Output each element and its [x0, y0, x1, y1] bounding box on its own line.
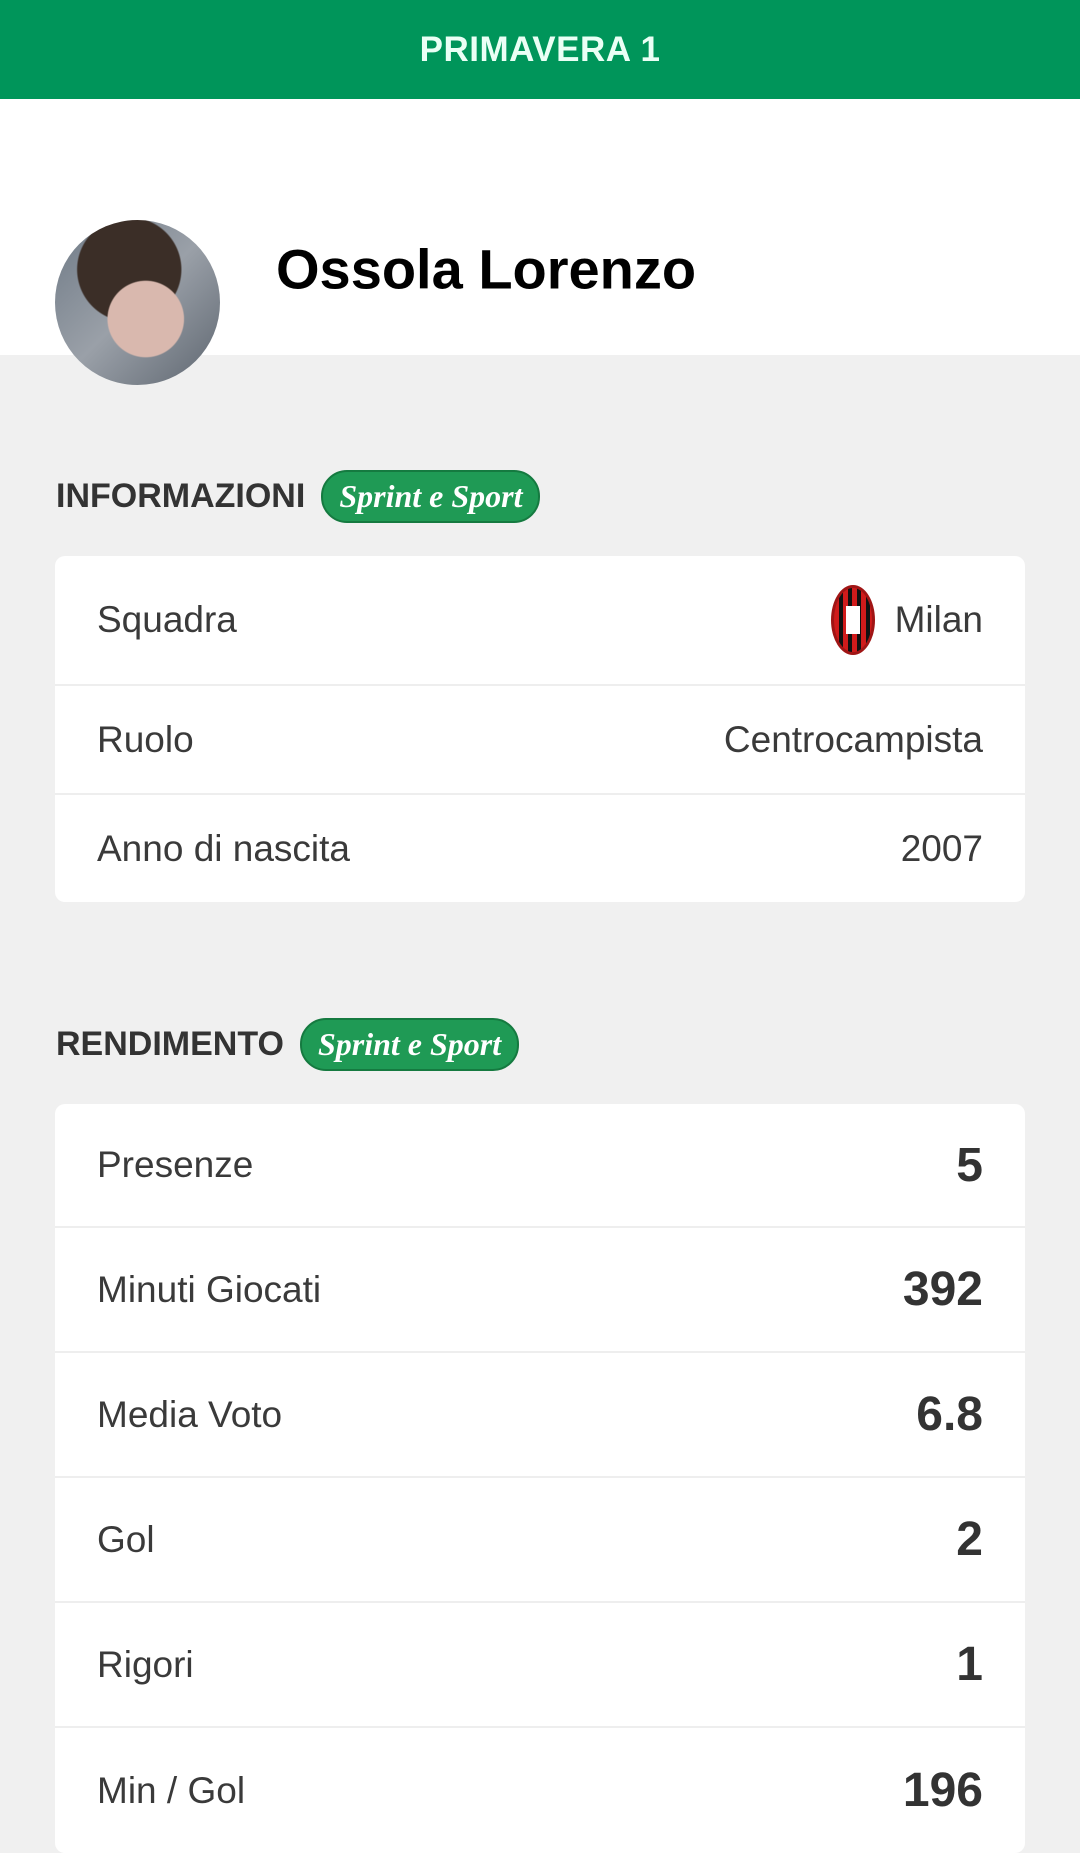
- stat-row: Min / Gol 196: [55, 1728, 1025, 1853]
- info-row-anno: Anno di nascita 2007: [55, 795, 1025, 902]
- row-value: 196: [902, 1764, 983, 1817]
- league-title: PRIMAVERA 1: [419, 29, 661, 69]
- row-label: Gol: [97, 1518, 155, 1560]
- row-value[interactable]: Milan: [894, 599, 983, 640]
- row-label: Anno di nascita: [97, 827, 351, 869]
- row-value: 392: [902, 1263, 983, 1316]
- row-value: 2007: [900, 827, 983, 869]
- stat-row: Rigori 1: [55, 1603, 1025, 1728]
- stat-row: Media Voto 6.8: [55, 1353, 1025, 1478]
- stat-row: Minuti Giocati 392: [55, 1228, 1025, 1353]
- info-row-squadra: Squadra Milan: [55, 556, 1025, 686]
- row-label: Rigori: [97, 1643, 194, 1685]
- row-value: 1: [956, 1638, 983, 1691]
- row-value: 6.8: [916, 1388, 983, 1441]
- stat-row: Gol 2: [55, 1478, 1025, 1603]
- sprint-e-sport-logo: Sprint e Sport: [299, 1018, 520, 1071]
- stats-section-title: RENDIMENTO Sprint e Sport: [56, 1018, 520, 1071]
- row-label: Ruolo: [97, 718, 194, 760]
- sprint-e-sport-logo: Sprint e Sport: [321, 470, 541, 523]
- top-bar: PRIMAVERA 1: [0, 0, 1080, 99]
- ac-milan-crest-icon: [830, 585, 875, 655]
- row-value: 5: [956, 1138, 983, 1192]
- info-row-ruolo: Ruolo Centrocampista: [55, 686, 1025, 795]
- row-label: Media Voto: [97, 1393, 283, 1435]
- row-value: Centrocampista: [723, 718, 983, 760]
- stats-title: RENDIMENTO: [56, 1025, 284, 1063]
- info-title: INFORMAZIONI: [56, 477, 306, 515]
- player-avatar: [55, 220, 220, 385]
- row-label: Min / Gol: [97, 1769, 246, 1811]
- row-value: 2: [956, 1513, 983, 1566]
- row-label: Squadra: [97, 599, 237, 640]
- player-header: Ossola Lorenzo: [0, 99, 1080, 385]
- stats-card: Presenze 5 Minuti Giocati 392 Media Voto 6.…: [55, 1104, 1025, 1853]
- row-label: Presenze: [97, 1144, 254, 1185]
- stat-row: Presenze 5: [55, 1104, 1025, 1228]
- row-label: Minuti Giocati: [97, 1268, 322, 1310]
- info-card: Squadra Milan Ruolo Centrocampista Anno …: [55, 556, 1025, 902]
- info-section-title: INFORMAZIONI Sprint e Sport: [56, 470, 541, 523]
- player-name: Ossola Lorenzo: [276, 237, 697, 301]
